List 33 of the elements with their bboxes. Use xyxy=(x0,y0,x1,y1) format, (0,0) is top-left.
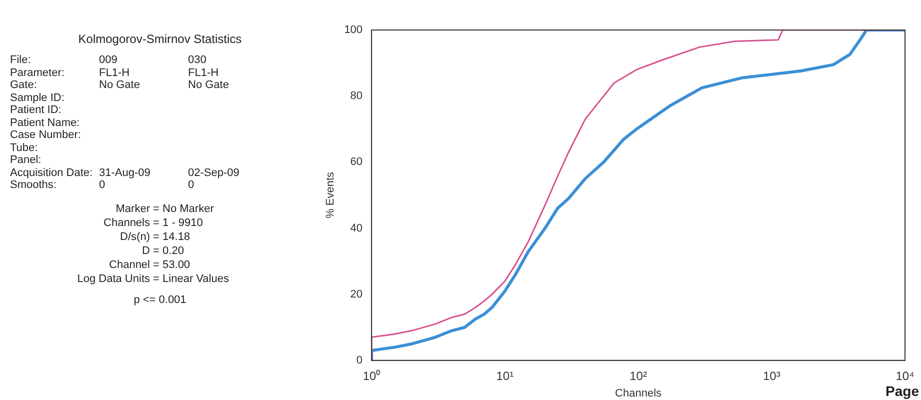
y-tick-label: 60 xyxy=(350,156,363,168)
text: Case Number: xyxy=(10,129,82,142)
y-tick-label: 40 xyxy=(350,222,363,234)
text: Sample ID: xyxy=(10,92,66,104)
text: Smooths: 0 0 xyxy=(10,179,196,192)
text: Panel: xyxy=(10,154,42,166)
text: D/s(n) = 14.18 xyxy=(119,230,192,244)
text: Log Data Units = Linear Values xyxy=(76,272,230,286)
y-tick-label: 100 xyxy=(344,24,363,36)
text: p <= 0.001 xyxy=(132,294,188,306)
y-axis-title: % Events xyxy=(324,171,337,218)
text: Marker = No Marker xyxy=(114,202,215,216)
y-tick-label: 0 xyxy=(356,354,363,366)
text: Patient ID: xyxy=(10,104,62,116)
text: Acquisition Date: 31-Aug-09 02-Sep-09 xyxy=(10,166,240,179)
text: Gate: No Gate No Gate xyxy=(10,79,230,92)
text: Page xyxy=(886,383,919,399)
text: Patient Name: xyxy=(10,116,81,129)
x-axis-title: Channels xyxy=(615,387,662,400)
x-tick-label: 10² xyxy=(630,368,647,383)
text: Parameter: FL1-H FL1-H xyxy=(10,66,220,79)
text: Channel = 53.00 xyxy=(108,258,192,272)
text: D = 0.20 xyxy=(141,244,185,258)
y-tick-label: 20 xyxy=(350,288,363,300)
x-tick-label: 10³ xyxy=(762,368,780,383)
text: Tube: xyxy=(10,142,39,154)
y-tick-label: 80 xyxy=(350,90,363,102)
text: Channels = 1 - 9910 xyxy=(102,216,204,230)
x-tick-label: 10⁰ xyxy=(362,368,380,383)
x-tick-label: 10¹ xyxy=(496,368,514,383)
text: File: 009 030 xyxy=(10,54,208,66)
text: Kolmogorov-Smirnov Statistics xyxy=(77,32,243,46)
x-tick-label: 10⁴ xyxy=(896,368,914,383)
